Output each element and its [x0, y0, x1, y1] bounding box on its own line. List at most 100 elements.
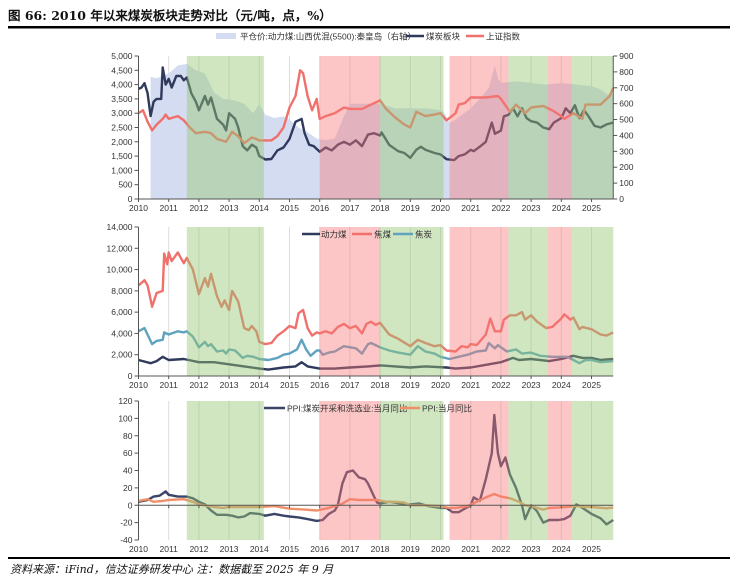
shaded-period-green — [508, 56, 548, 199]
x-tick-label: 2017 — [340, 203, 359, 213]
x-tick-label: 2010 — [129, 380, 148, 390]
x-tick-label: 2010 — [129, 203, 148, 213]
figure-title: 图 66: 2010 年以来煤炭板块走势对比（元/吨，点，%） — [8, 8, 332, 23]
x-tick-label: 2021 — [461, 544, 480, 554]
series-line-coking-coal — [137, 251, 614, 353]
charts: 0 500 1,000 1,500 2,000 2,500 3,000 3,500 4,000 4… — [107, 51, 634, 554]
y-tick-label: 4,000 — [111, 328, 133, 338]
chart-2: 0 2,000 4,000 6,000 8,000 10,000 12,000 14,000 2… — [107, 222, 614, 390]
y-tick-label: 2,000 — [111, 137, 133, 147]
source-note: 资料来源：iFind，信达证券研发中心 注：数据截至 2025 年 9 月 — [10, 563, 334, 576]
x-tick-label: 2020 — [431, 380, 450, 390]
x-tick-label: 2020 — [431, 544, 450, 554]
y-tick-label: -20 — [120, 518, 133, 528]
x-tick-label: 2011 — [160, 380, 179, 390]
x-tick-label: 2014 — [250, 380, 269, 390]
x-tick-label: 2021 — [461, 380, 480, 390]
x-tick-label: 2015 — [280, 544, 299, 554]
series-line-coal-sector — [137, 66, 614, 162]
shaded-period-pink — [449, 401, 509, 540]
x-tick-label: 2022 — [491, 203, 510, 213]
series-line-coke — [137, 326, 614, 365]
series-line-thermal-coal — [138, 354, 614, 371]
x-tick-label: 2018 — [371, 544, 390, 554]
x-tick-label: 2014 — [250, 544, 269, 554]
x-tick-label: 2020 — [431, 203, 450, 213]
y-tick-label: 3,000 — [111, 108, 133, 118]
x-tick-label: 2024 — [552, 544, 571, 554]
x-tick-label: 2014 — [250, 203, 269, 213]
legend-label-coke: 焦炭 — [415, 230, 433, 240]
y2-tick-label: 200 — [619, 162, 633, 172]
shaded-period-pink — [449, 56, 509, 199]
y-tick-label: 2,000 — [111, 350, 133, 360]
x-tick-label: 2016 — [310, 380, 329, 390]
x-tick-label: 2025 — [582, 544, 601, 554]
y-tick-label: -40 — [120, 535, 133, 545]
y2-tick-label: 300 — [619, 146, 633, 156]
x-tick-label: 2018 — [371, 380, 390, 390]
shaded-period-pink — [547, 401, 572, 540]
x-tick-label: 2010 — [129, 544, 148, 554]
legend-label-coking-coal: 焦煤 — [374, 230, 392, 240]
y-tick-label: 10,000 — [107, 265, 133, 275]
x-tick-label: 2015 — [280, 380, 299, 390]
shaded-period-green — [571, 56, 614, 199]
y-tick-label: 0 — [128, 500, 133, 510]
legend-top-chart: 平仓价:动力煤:山西优混(5500):秦皇岛（右轴） 煤炭板块 上证指数 — [216, 32, 521, 42]
y-tick-label: 20 — [123, 483, 133, 493]
legend-swatch-coal-price — [216, 33, 236, 39]
shaded-period-green — [380, 401, 444, 540]
x-tick-label: 2013 — [220, 203, 239, 213]
legend-label-coal-price: 平仓价:动力煤:山西优混(5500):秦皇岛（右轴） — [240, 32, 416, 42]
y-tick-label: 1,000 — [111, 165, 133, 175]
series-line-ppi-coal — [138, 413, 614, 526]
chart-1: 0 500 1,000 1,500 2,000 2,500 3,000 3,500 4,000 4… — [111, 51, 633, 213]
x-tick-label: 2017 — [340, 544, 359, 554]
y2-tick-label: 800 — [619, 67, 633, 77]
shaded-period-pink — [449, 227, 509, 376]
shaded-period-green — [186, 56, 264, 199]
y2-tick-label: 100 — [619, 178, 633, 188]
shaded-period-green — [508, 227, 548, 376]
series-line-sse-index — [137, 69, 615, 145]
y2-tick-label: 900 — [619, 51, 633, 61]
y-tick-label: 8,000 — [111, 286, 133, 296]
shaded-period-green — [508, 401, 548, 540]
shaded-period-pink — [547, 227, 572, 376]
footer-divider — [8, 557, 730, 559]
y-tick-label: 2,500 — [111, 123, 133, 133]
y2-tick-label: 600 — [619, 99, 633, 109]
shaded-period-pink — [319, 56, 381, 199]
x-tick-label: 2021 — [461, 203, 480, 213]
y-tick-label: 120 — [118, 396, 132, 406]
x-tick-label: 2024 — [552, 203, 571, 213]
legend-label-coal-sector: 煤炭板块 — [426, 32, 461, 42]
x-tick-label: 2012 — [189, 544, 208, 554]
y-tick-label: 14,000 — [107, 222, 133, 232]
x-tick-label: 2016 — [310, 544, 329, 554]
legend-bottom-chart: PPI:煤炭开采和洗选业:当月同比 PPI:当月同比 — [264, 404, 472, 414]
x-tick-label: 2022 — [491, 380, 510, 390]
shaded-period-pink — [319, 227, 381, 376]
x-tick-label: 2019 — [401, 544, 420, 554]
x-tick-label: 2018 — [371, 203, 390, 213]
x-tick-label: 2019 — [401, 380, 420, 390]
shaded-period-green — [571, 227, 614, 376]
chart-3: -40 -20 0 20 40 60 80 100 120 2010 2011 2012 2013 201… — [118, 396, 614, 554]
x-tick-label: 2012 — [189, 380, 208, 390]
y-tick-label: 4,500 — [111, 65, 133, 75]
x-tick-label: 2017 — [340, 380, 359, 390]
legend-label-ppi: PPI:当月同比 — [422, 404, 472, 414]
y-tick-label: 5,000 — [111, 51, 133, 61]
legend-label-ppi-coal: PPI:煤炭开采和洗选业:当月同比 — [287, 404, 407, 414]
y2-tick-label: 500 — [619, 115, 633, 125]
x-tick-label: 2013 — [220, 544, 239, 554]
y-tick-label: 100 — [118, 413, 132, 423]
x-tick-label: 2023 — [522, 203, 541, 213]
shaded-period-green — [186, 401, 264, 540]
legend-label-thermal-coal: 动力煤 — [321, 230, 347, 240]
y-tick-label: 3,500 — [111, 94, 133, 104]
y2-tick-label: 400 — [619, 130, 633, 140]
